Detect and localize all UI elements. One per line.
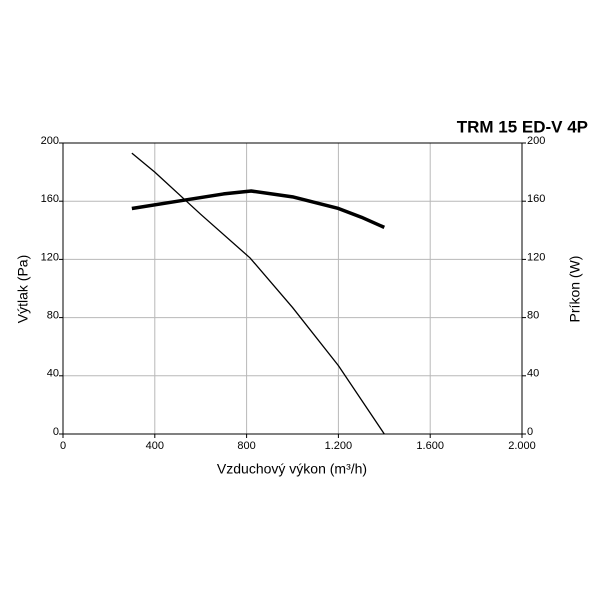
x-tick-label: 1.600 bbox=[416, 440, 444, 452]
y-tick-label: 80 bbox=[47, 310, 59, 322]
y-tick-label: 200 bbox=[41, 135, 59, 147]
y2-tick-label: 80 bbox=[527, 310, 539, 322]
x-axis-label: Vzduchový výkon (m³/h) bbox=[217, 461, 367, 477]
y-tick-label: 160 bbox=[41, 193, 59, 205]
y2-tick-label: 40 bbox=[527, 368, 539, 380]
y2-tick-label: 120 bbox=[527, 251, 545, 263]
data-line bbox=[131, 189, 386, 229]
y2-tick-label: 0 bbox=[527, 426, 533, 438]
x-tick-label: 400 bbox=[146, 440, 164, 452]
y-tick-label: 120 bbox=[41, 251, 59, 263]
x-tick-label: 800 bbox=[237, 440, 255, 452]
y2-tick-label: 200 bbox=[527, 135, 545, 147]
y-axis-label: Výtlak (Pa) bbox=[15, 255, 31, 323]
x-tick-label: 2.000 bbox=[508, 440, 536, 452]
plot-frame bbox=[62, 142, 523, 435]
y2-axis-label: Príkon (W) bbox=[567, 256, 583, 323]
y-tick-label: 0 bbox=[53, 426, 59, 438]
x-tick-label: 0 bbox=[60, 440, 66, 452]
chart-title: TRM 15 ED-V 4P bbox=[457, 117, 588, 136]
x-tick-label: 1.200 bbox=[325, 440, 353, 452]
y2-tick-label: 160 bbox=[527, 193, 545, 205]
data-line bbox=[131, 152, 385, 435]
y-tick-label: 40 bbox=[47, 368, 59, 380]
